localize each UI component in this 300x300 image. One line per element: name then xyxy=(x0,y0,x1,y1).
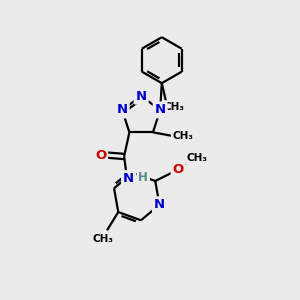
Text: O: O xyxy=(172,163,184,176)
Text: N: N xyxy=(154,103,166,116)
Text: H: H xyxy=(138,171,148,184)
Text: CH₃: CH₃ xyxy=(187,153,208,163)
Text: CH₃: CH₃ xyxy=(172,131,194,141)
Text: CH₃: CH₃ xyxy=(92,233,113,244)
Text: N: N xyxy=(117,103,128,116)
Text: O: O xyxy=(95,148,106,161)
Text: N: N xyxy=(154,198,165,211)
Text: N: N xyxy=(123,172,134,185)
Text: N: N xyxy=(136,90,147,103)
Text: CH₃: CH₃ xyxy=(163,102,184,112)
